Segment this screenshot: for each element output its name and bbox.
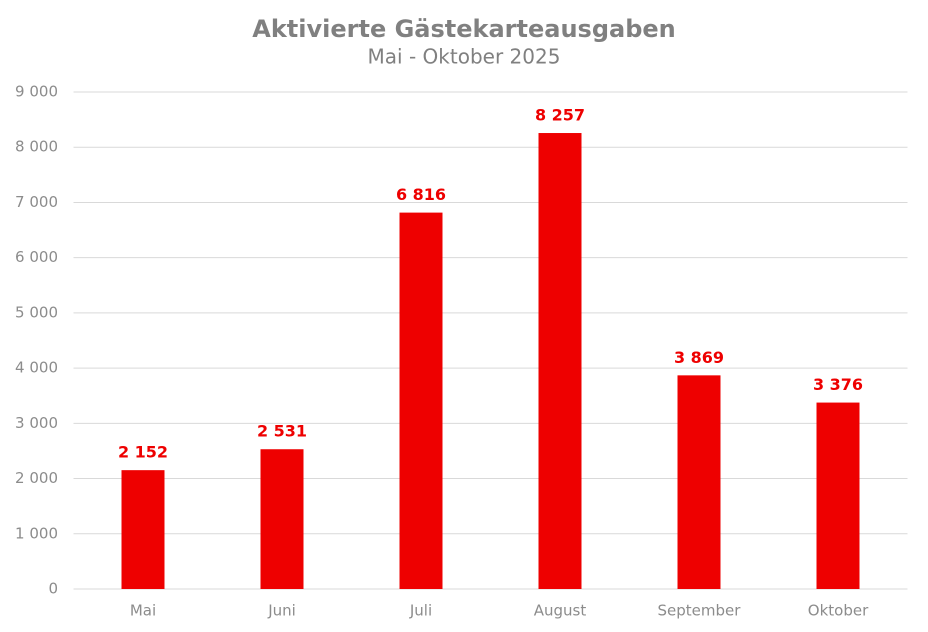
chart-title: Aktivierte Gästekarteausgaben xyxy=(252,15,675,43)
y-tick-label: 9 000 xyxy=(15,83,58,101)
y-tick-label: 1 000 xyxy=(15,524,58,542)
bar xyxy=(677,375,721,589)
y-tick-label: 3 000 xyxy=(15,414,58,432)
y-tick-label: 6 000 xyxy=(15,248,58,266)
x-tick-label: Juni xyxy=(267,602,296,620)
x-tick-label: Juli xyxy=(409,602,432,620)
value-label: 3 869 xyxy=(674,348,724,367)
y-tick-label: 4 000 xyxy=(15,359,58,377)
y-tick-label: 5 000 xyxy=(15,303,58,321)
bar xyxy=(538,133,582,590)
chart-subtitle: Mai - Oktober 2025 xyxy=(368,45,561,69)
x-tick-label: September xyxy=(658,602,742,620)
bar xyxy=(816,402,860,589)
bar xyxy=(260,449,304,589)
x-tick-label: Oktober xyxy=(808,602,869,620)
x-tick-label: Mai xyxy=(130,602,156,620)
bar xyxy=(121,470,165,589)
value-label: 2 152 xyxy=(118,443,168,462)
y-tick-label: 7 000 xyxy=(15,193,58,211)
value-label: 8 257 xyxy=(535,106,585,125)
value-label: 6 816 xyxy=(396,185,446,204)
value-label: 3 376 xyxy=(813,375,863,394)
x-tick-label: August xyxy=(534,602,587,620)
bar xyxy=(399,212,443,589)
y-tick-label: 2 000 xyxy=(15,469,58,487)
y-tick-label: 0 xyxy=(48,580,58,598)
value-label: 2 531 xyxy=(257,422,307,441)
y-tick-label: 8 000 xyxy=(15,138,58,156)
